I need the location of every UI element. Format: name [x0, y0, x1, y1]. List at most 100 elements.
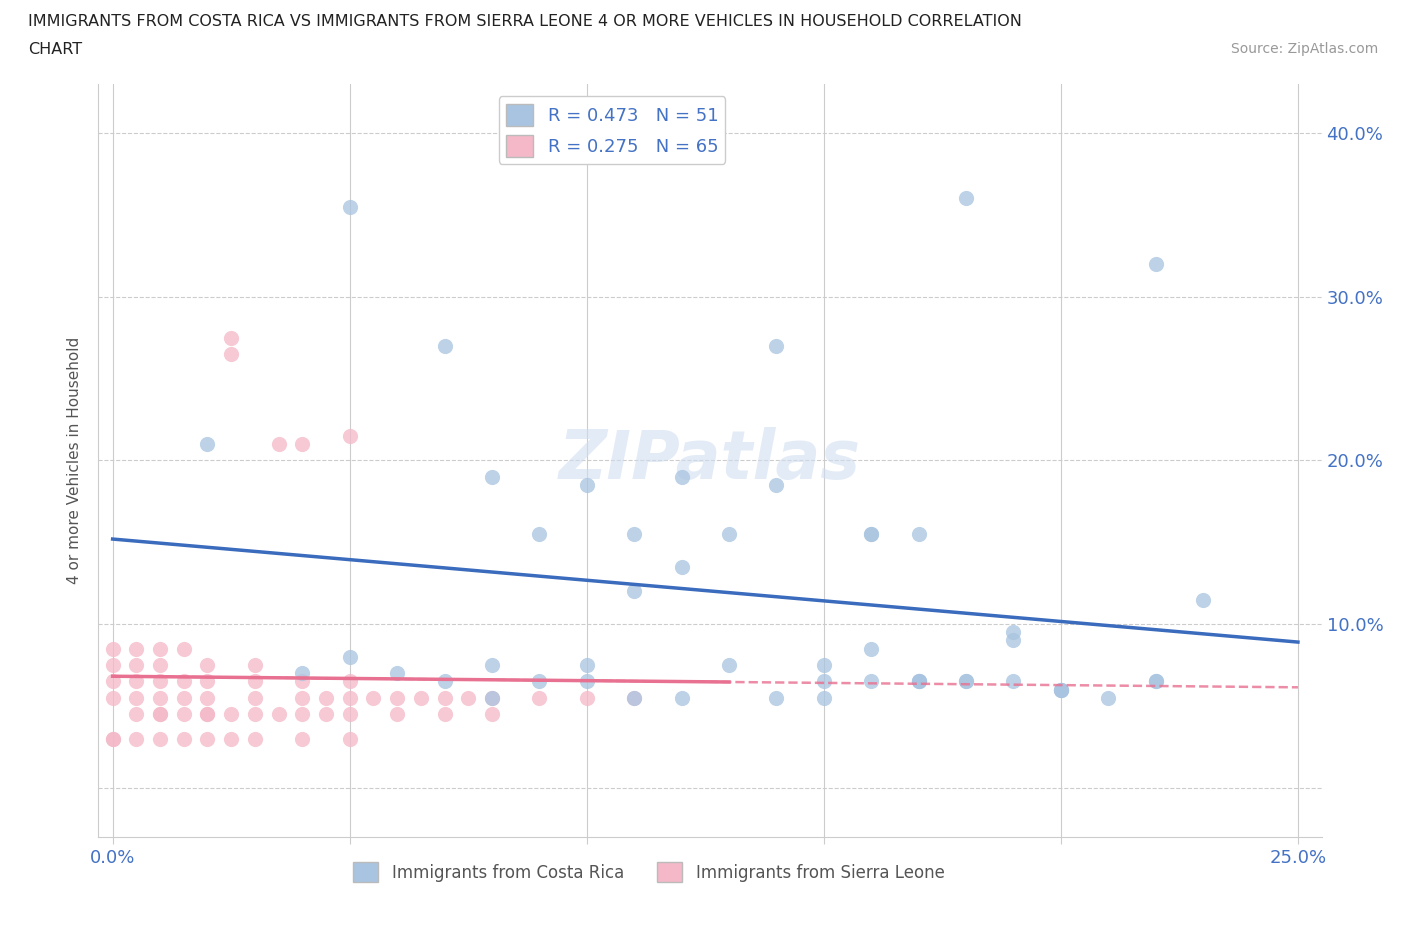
Point [1144, 674, 1167, 689]
Point [575, 674, 598, 689]
Point [197, 731, 219, 746]
Point [339, 690, 361, 705]
Point [1097, 690, 1119, 705]
Point [623, 584, 645, 599]
Point [291, 436, 314, 451]
Point [339, 649, 361, 664]
Point [907, 674, 929, 689]
Point [219, 347, 242, 362]
Point [125, 690, 148, 705]
Point [149, 658, 172, 672]
Point [243, 658, 266, 672]
Point [149, 707, 172, 722]
Point [101, 690, 124, 705]
Point [765, 477, 787, 492]
Point [173, 731, 195, 746]
Point [765, 339, 787, 353]
Point [219, 731, 242, 746]
Point [291, 731, 314, 746]
Point [860, 526, 883, 541]
Point [860, 674, 883, 689]
Point [623, 690, 645, 705]
Point [907, 526, 929, 541]
Point [481, 470, 503, 485]
Point [267, 707, 290, 722]
Point [243, 674, 266, 689]
Point [173, 707, 195, 722]
Text: Source: ZipAtlas.com: Source: ZipAtlas.com [1230, 42, 1378, 56]
Point [101, 731, 124, 746]
Text: IMMIGRANTS FROM COSTA RICA VS IMMIGRANTS FROM SIERRA LEONE 4 OR MORE VEHICLES IN: IMMIGRANTS FROM COSTA RICA VS IMMIGRANTS… [28, 14, 1022, 29]
Point [765, 690, 787, 705]
Point [409, 690, 432, 705]
Point [363, 690, 385, 705]
Point [433, 339, 456, 353]
Point [197, 690, 219, 705]
Point [1144, 257, 1167, 272]
Point [243, 707, 266, 722]
Point [197, 707, 219, 722]
Point [955, 191, 977, 206]
Point [197, 707, 219, 722]
Point [433, 690, 456, 705]
Point [671, 470, 693, 485]
Point [813, 674, 835, 689]
Point [339, 429, 361, 444]
Point [101, 642, 124, 657]
Y-axis label: 4 or more Vehicles in Household: 4 or more Vehicles in Household [67, 337, 83, 584]
Point [291, 666, 314, 681]
Point [149, 674, 172, 689]
Point [481, 690, 503, 705]
Point [623, 690, 645, 705]
Point [219, 330, 242, 345]
Point [1050, 683, 1073, 698]
Point [291, 690, 314, 705]
Point [291, 674, 314, 689]
Point [457, 690, 479, 705]
Point [1050, 683, 1073, 698]
Point [1002, 625, 1025, 640]
Point [481, 707, 503, 722]
Point [125, 642, 148, 657]
Point [955, 674, 977, 689]
Point [149, 690, 172, 705]
Point [149, 707, 172, 722]
Point [433, 674, 456, 689]
Point [243, 690, 266, 705]
Point [243, 731, 266, 746]
Point [173, 690, 195, 705]
Point [813, 658, 835, 672]
Point [671, 559, 693, 574]
Point [125, 658, 148, 672]
Text: ZIPatlas: ZIPatlas [560, 428, 860, 493]
Point [433, 707, 456, 722]
Point [1192, 592, 1215, 607]
Point [575, 690, 598, 705]
Point [339, 731, 361, 746]
Point [385, 666, 408, 681]
Point [529, 690, 551, 705]
Point [860, 526, 883, 541]
Point [907, 674, 929, 689]
Point [101, 731, 124, 746]
Point [1002, 633, 1025, 648]
Point [955, 674, 977, 689]
Point [101, 674, 124, 689]
Point [529, 674, 551, 689]
Point [717, 658, 740, 672]
Point [813, 690, 835, 705]
Point [1144, 674, 1167, 689]
Text: CHART: CHART [28, 42, 82, 57]
Point [1050, 683, 1073, 698]
Point [860, 642, 883, 657]
Point [149, 642, 172, 657]
Point [575, 477, 598, 492]
Point [385, 690, 408, 705]
Point [125, 707, 148, 722]
Point [575, 658, 598, 672]
Point [623, 526, 645, 541]
Point [339, 199, 361, 214]
Point [339, 707, 361, 722]
Point [481, 658, 503, 672]
Legend: Immigrants from Costa Rica, Immigrants from Sierra Leone: Immigrants from Costa Rica, Immigrants f… [347, 856, 950, 889]
